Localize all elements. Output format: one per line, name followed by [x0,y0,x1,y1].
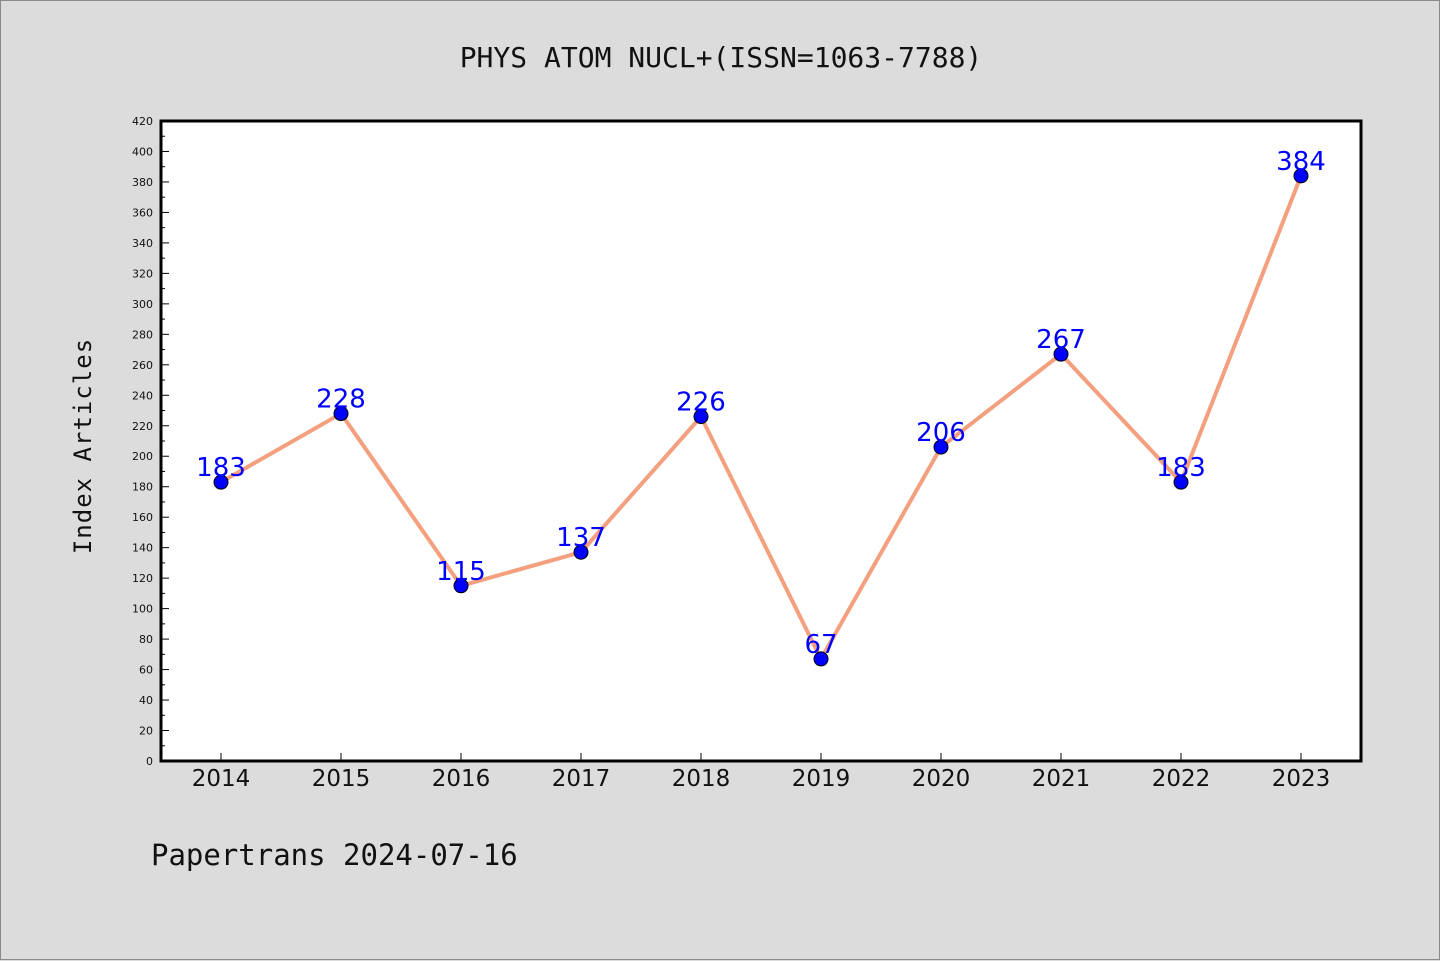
y-tick-label: 400 [132,145,153,158]
data-point [1293,168,1309,184]
x-tick-label: 2021 [1032,766,1091,792]
y-tick-label: 300 [132,298,153,311]
x-tick-label: 2020 [912,766,971,792]
x-tick-label: 2019 [792,766,851,792]
x-tick-label: 2016 [432,766,491,792]
series-line [219,173,1303,661]
y-tick-label: 260 [132,359,153,372]
data-label-layer: 183 228 115 137 226 67 206 267 183 384 [196,147,1326,660]
x-tick-label: 2015 [312,766,371,792]
series-layer [213,168,1309,667]
y-tick-label: 380 [132,176,153,189]
y-tick-label: 180 [132,481,153,494]
data-label: 206 [916,418,966,448]
y-tick-label: 100 [132,603,153,616]
y-axis: 0 20 40 60 80 100 120 140 160 180 200 220 240 260 280 3… [132,115,169,768]
data-point [453,578,469,594]
y-tick-label: 360 [132,206,153,219]
y-tick-label: 160 [132,511,153,524]
footer-text: Papertrans 2024-07-16 [151,838,518,872]
y-tick-label: 200 [132,450,153,463]
data-label: 183 [196,453,246,483]
y-tick-label: 80 [139,633,153,646]
y-tick-label: 420 [132,115,153,128]
data-label: 137 [556,523,606,553]
data-label: 267 [1036,325,1086,355]
data-point [933,439,949,455]
data-label: 115 [436,557,486,587]
x-tick-label: 2014 [192,766,251,792]
data-point [1053,346,1069,362]
y-tick-label: 120 [132,572,153,585]
data-label: 183 [1156,453,1206,483]
y-tick-label: 140 [132,542,153,555]
x-tick-label: 2022 [1152,766,1211,792]
y-tick-label: 240 [132,389,153,402]
plot-area [161,121,1361,761]
data-label: 228 [316,385,366,415]
data-label: 67 [804,630,837,660]
y-tick-label: 220 [132,420,153,433]
data-label: 226 [676,388,726,418]
y-tick-label: 280 [132,328,153,341]
y-axis-label: Index Articles [69,338,97,554]
data-point [573,544,589,560]
data-point [333,406,349,422]
y-tick-label: 320 [132,267,153,280]
data-point [693,409,709,425]
y-tick-label: 60 [139,664,153,677]
y-tick-label: 0 [146,755,153,768]
data-point [813,651,829,667]
x-axis: 2014 2015 2016 2017 2018 2019 2020 2021 2022 2023 [192,753,1331,792]
data-point [1173,474,1189,490]
y-tick-label: 40 [139,694,153,707]
y-tick-label: 340 [132,237,153,250]
x-tick-label: 2023 [1272,766,1331,792]
plot-frame [159,119,1363,763]
y-tick-label: 20 [139,725,153,738]
data-point [213,474,229,490]
x-tick-label: 2017 [552,766,611,792]
data-label: 384 [1276,147,1326,177]
chart-title: PHYS ATOM NUCL+(ISSN=1063-7788) [460,41,983,74]
x-tick-label: 2018 [672,766,731,792]
